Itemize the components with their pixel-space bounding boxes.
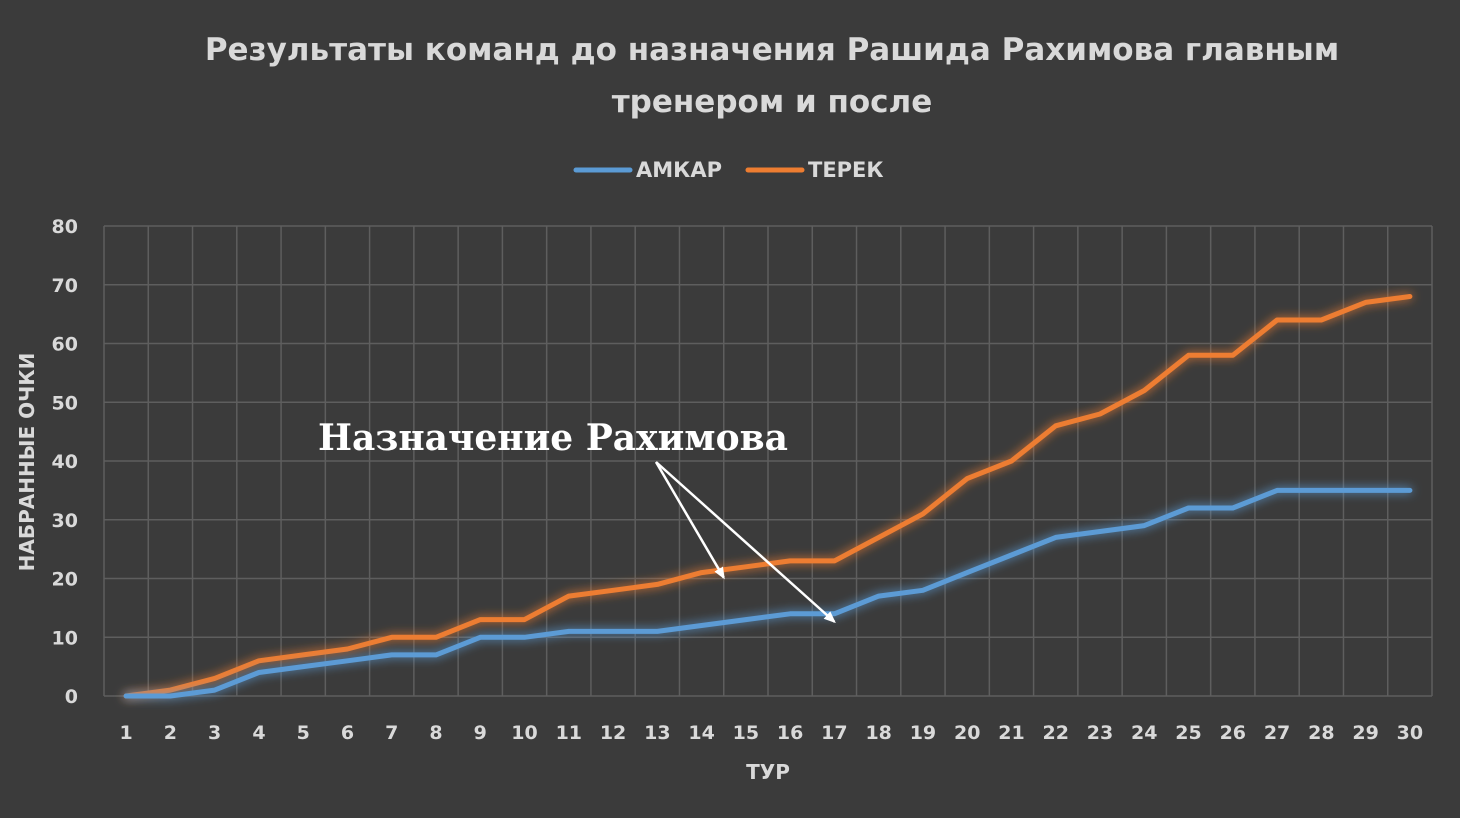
x-tick-label: 4 <box>252 722 265 744</box>
x-tick-label: 1 <box>120 722 133 744</box>
x-tick-label: 20 <box>954 722 980 744</box>
legend-label: ТЕРЕК <box>808 158 884 182</box>
y-tick-label: 80 <box>52 216 78 238</box>
x-tick-label: 22 <box>1043 722 1069 744</box>
x-tick-label: 26 <box>1220 722 1246 744</box>
x-tick-label: 30 <box>1397 722 1423 744</box>
y-tick-label: 70 <box>52 275 78 297</box>
x-tick-label: 13 <box>644 722 670 744</box>
x-tick-label: 23 <box>1087 722 1113 744</box>
x-tick-label: 14 <box>688 722 714 744</box>
x-tick-label: 28 <box>1308 722 1334 744</box>
x-tick-label: 15 <box>733 722 759 744</box>
x-tick-label: 27 <box>1264 722 1290 744</box>
x-tick-label: 24 <box>1131 722 1157 744</box>
x-tick-label: 19 <box>910 722 936 744</box>
x-tick-label: 21 <box>998 722 1024 744</box>
x-tick-label: 16 <box>777 722 803 744</box>
x-tick-label: 12 <box>600 722 626 744</box>
x-tick-label: 8 <box>429 722 442 744</box>
x-tick-label: 25 <box>1175 722 1201 744</box>
gridlines <box>103 225 1433 697</box>
legend: АМКАР ТЕРЕК <box>573 158 884 182</box>
x-tick-label: 2 <box>164 722 177 744</box>
x-tick-label: 6 <box>341 722 354 744</box>
y-tick-label: 50 <box>52 392 78 414</box>
annotation-arrow <box>654 461 725 580</box>
x-axis-ticks: 1 2 3 4 5 6 7 8 9 10 11 12 13 14 15 16 17 18 19 20 21 22 23 24 2… <box>120 722 1424 744</box>
y-axis-ticks: 0 10 20 30 40 50 60 70 80 <box>52 216 78 708</box>
chart-title-line2: тренером и после <box>612 84 933 120</box>
y-tick-label: 40 <box>52 451 78 473</box>
y-axis-label: НАБРАННЫЕ ОЧКИ <box>15 353 39 572</box>
x-tick-label: 10 <box>511 722 537 744</box>
x-tick-label: 18 <box>865 722 891 744</box>
annotation-arrow <box>655 461 836 624</box>
series-line <box>123 487 1413 699</box>
x-tick-label: 17 <box>821 722 847 744</box>
y-tick-label: 20 <box>52 569 78 591</box>
y-tick-label: 0 <box>65 686 78 708</box>
y-tick-label: 60 <box>52 334 78 356</box>
annotation: Назначение Рахимова <box>318 417 836 624</box>
legend-label: АМКАР <box>636 158 722 182</box>
x-tick-label: 9 <box>474 722 487 744</box>
x-axis-label: ТУР <box>746 760 790 784</box>
annotation-text: Назначение Рахимова <box>318 417 788 459</box>
x-tick-label: 7 <box>385 722 398 744</box>
y-tick-label: 10 <box>52 627 78 649</box>
x-tick-label: 3 <box>208 722 221 744</box>
x-tick-label: 29 <box>1352 722 1378 744</box>
x-tick-label: 5 <box>297 722 310 744</box>
y-tick-label: 30 <box>52 510 78 532</box>
x-tick-label: 11 <box>556 722 582 744</box>
chart-title: Результаты команд до назначения Рашида Р… <box>205 32 1339 68</box>
